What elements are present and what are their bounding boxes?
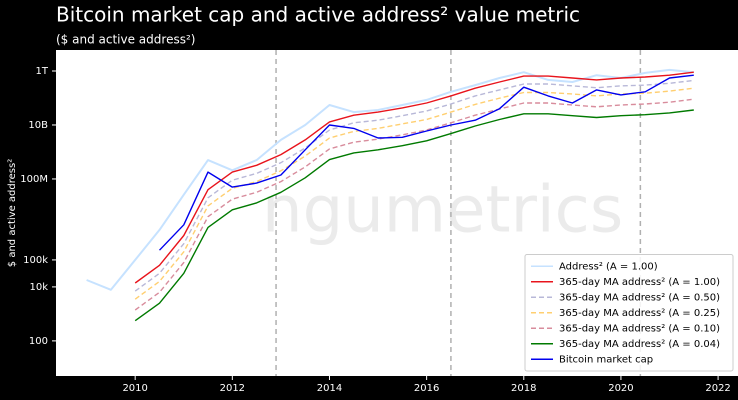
chart-subtitle: ($ and active address²) [56, 33, 195, 47]
y-tick-label: 1T [36, 66, 49, 77]
legend-label: Address² (A = 1.00) [559, 261, 658, 272]
y-axis-label: $ and active address² [7, 159, 18, 267]
y-tick-label: 10B [28, 120, 48, 131]
legend-label: 365-day MA address² (A = 0.04) [559, 339, 720, 350]
x-tick-label: 2020 [608, 383, 633, 394]
chart-title: Bitcoin market cap and active address² v… [56, 3, 580, 27]
legend-box [524, 254, 734, 372]
series-line [134, 87, 694, 300]
x-tick-label: 2016 [414, 383, 439, 394]
series-line [134, 71, 694, 284]
y-tick-label: 100k [23, 255, 48, 266]
series-line [134, 98, 694, 311]
series-line [134, 109, 694, 322]
legend-label: Bitcoin market cap [559, 354, 653, 365]
series-line [158, 74, 694, 251]
series-line [86, 68, 694, 291]
legend-label: 365-day MA address² (A = 0.10) [559, 323, 720, 334]
watermark: ngumetrics [262, 174, 623, 248]
legend-label: 365-day MA address² (A = 0.25) [559, 308, 720, 319]
y-tick-label: 10k [29, 282, 48, 293]
legend-label: 365-day MA address² (A = 0.50) [559, 292, 720, 303]
x-tick-label: 2022 [705, 383, 730, 394]
x-tick-label: 2010 [122, 383, 147, 394]
series-line [134, 79, 694, 292]
y-tick-label: 100 [29, 336, 48, 347]
x-tick-label: 2018 [511, 383, 536, 394]
legend-label: 365-day MA address² (A = 1.00) [559, 277, 720, 288]
x-tick-label: 2014 [317, 383, 342, 394]
y-tick-label: 100M [20, 174, 48, 185]
x-tick-label: 2012 [220, 383, 245, 394]
